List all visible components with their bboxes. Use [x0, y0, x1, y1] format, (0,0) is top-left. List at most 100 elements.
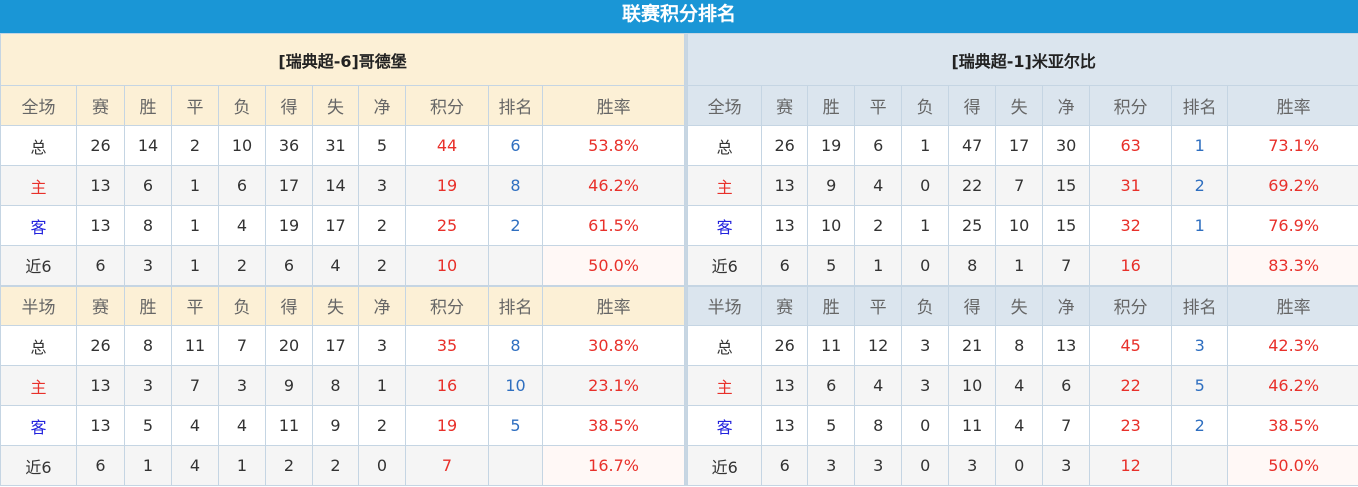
- header-points: 积分: [1089, 85, 1173, 126]
- table-row: 总 26 19 6 1 47 17 30 63 1 73.1%: [687, 125, 1358, 166]
- cell-win-rate: 46.2%: [541, 165, 686, 206]
- team-table-away: [瑞典超-1]米亚尔比 全场赛胜平负得失净积分 排名 胜率总 26 19 6 1 47 17 30 6…: [687, 33, 1358, 486]
- cell-win-rate: 69.2%: [1227, 165, 1358, 206]
- cell-draw: 1: [171, 245, 219, 286]
- cell-draw: 8: [854, 405, 903, 446]
- header-played: 赛: [76, 284, 125, 326]
- cell-goals-for: 19: [265, 205, 313, 246]
- cell-goal-diff: 0: [358, 445, 406, 486]
- cell-points: 32: [1089, 205, 1173, 246]
- cell-win-rate: 38.5%: [1227, 405, 1358, 446]
- cell-loss: 1: [901, 125, 950, 166]
- cell-win: 3: [124, 365, 172, 406]
- cell-loss: 6: [218, 165, 266, 206]
- cell-type: 近6: [0, 445, 77, 486]
- cell-win-rate: 42.3%: [1227, 325, 1358, 366]
- cell-rank: 1: [1171, 125, 1229, 166]
- cell-rank: 5: [1171, 365, 1229, 406]
- cell-win: 3: [807, 445, 856, 486]
- cell-loss: 4: [218, 405, 266, 446]
- cell-win-rate: 61.5%: [541, 205, 686, 246]
- cell-points: 7: [405, 445, 489, 486]
- cell-draw: 1: [171, 205, 219, 246]
- cell-goals-for: 17: [265, 165, 313, 206]
- table-row: 客 13 10 2 1 25 10 15 32 1 76.9%: [687, 205, 1358, 246]
- cell-win-rate: 73.1%: [1227, 125, 1358, 166]
- header-draw: 平: [171, 85, 219, 126]
- header-rank: 排名: [488, 85, 543, 126]
- table-row: 近6 6 3 3 0 3 0 3 12 50.0%: [687, 445, 1358, 486]
- cell-points: 12: [1089, 445, 1173, 486]
- cell-loss: 1: [901, 205, 950, 246]
- cell-win-rate: 50.0%: [541, 245, 686, 286]
- cell-played: 26: [761, 325, 809, 366]
- cell-rank: [488, 445, 543, 486]
- cell-type: 客: [687, 405, 763, 446]
- cell-draw: 6: [854, 125, 903, 166]
- cell-win: 5: [124, 405, 172, 446]
- cell-goals-against: 7: [995, 165, 1044, 206]
- cell-type: 客: [0, 405, 77, 446]
- table-row: 总 26 14 2 10 36 31 5 44 6 53.8%: [0, 125, 686, 166]
- cell-rank: 10: [488, 365, 543, 406]
- cell-type: 总: [687, 125, 763, 166]
- cell-win-rate: 23.1%: [541, 365, 686, 406]
- cell-goal-diff: 1: [358, 365, 406, 406]
- cell-played: 13: [76, 405, 125, 446]
- header-loss: 负: [901, 284, 950, 326]
- cell-points: 44: [405, 125, 489, 166]
- cell-win: 19: [807, 125, 856, 166]
- cell-goals-against: 17: [995, 125, 1044, 166]
- cell-played: 13: [761, 165, 809, 206]
- cell-draw: 1: [854, 245, 903, 286]
- cell-goals-for: 6: [265, 245, 313, 286]
- cell-loss: 4: [218, 205, 266, 246]
- cell-played: 26: [76, 125, 125, 166]
- header-type: 全场: [687, 85, 763, 126]
- header-draw: 平: [854, 284, 903, 326]
- cell-draw: 2: [854, 205, 903, 246]
- cell-type: 近6: [687, 445, 763, 486]
- cell-goals-for: 21: [948, 325, 997, 366]
- header-rank: 排名: [1171, 85, 1229, 126]
- header-goal-diff: 净: [358, 284, 406, 326]
- cell-win: 5: [807, 405, 856, 446]
- cell-points: 31: [1089, 165, 1173, 206]
- header-goal-diff: 净: [1042, 85, 1091, 126]
- cell-draw: 12: [854, 325, 903, 366]
- table-row: 主 13 9 4 0 22 7 15 31 2 69.2%: [687, 165, 1358, 206]
- half-header-row: 半场赛胜平负得失净积分 排名 胜率: [687, 284, 1358, 326]
- cell-rank: 2: [1171, 405, 1229, 446]
- header-win-rate: 胜率: [541, 284, 686, 326]
- cell-goals-against: 8: [995, 325, 1044, 366]
- cell-goals-for: 11: [948, 405, 997, 446]
- cell-loss: 3: [901, 325, 950, 366]
- header-win-rate: 胜率: [1227, 85, 1358, 126]
- cell-goals-against: 10: [995, 205, 1044, 246]
- header-win: 胜: [807, 85, 856, 126]
- cell-goals-for: 36: [265, 125, 313, 166]
- standings-container: [瑞典超-6]哥德堡 全场赛胜平负得失净积分 排名 胜率总 26 14 2 10 36 31 5 44…: [0, 33, 1358, 486]
- table-row: 客 13 8 1 4 19 17 2 25 2 61.5%: [0, 205, 686, 246]
- cell-played: 6: [761, 445, 809, 486]
- cell-played: 6: [761, 245, 809, 286]
- header-type: 半场: [0, 284, 77, 326]
- cell-loss: 7: [218, 325, 266, 366]
- table-row: 客 13 5 4 4 11 9 2 19 5 38.5%: [0, 405, 686, 446]
- cell-type: 主: [0, 165, 77, 206]
- cell-type: 近6: [0, 245, 77, 286]
- cell-goals-against: 4: [995, 365, 1044, 406]
- cell-goal-diff: 2: [358, 245, 406, 286]
- cell-rank: 6: [488, 125, 543, 166]
- cell-goal-diff: 3: [358, 165, 406, 206]
- cell-draw: 7: [171, 365, 219, 406]
- header-goals-for: 得: [948, 85, 997, 126]
- table-row: 主 13 6 1 6 17 14 3 19 8 46.2%: [0, 165, 686, 206]
- header-loss: 负: [901, 85, 950, 126]
- cell-win-rate: 16.7%: [541, 445, 686, 486]
- team-name-row: [瑞典超-6]哥德堡: [0, 33, 686, 86]
- header-played: 赛: [761, 284, 809, 326]
- header-win-rate: 胜率: [1227, 284, 1358, 326]
- cell-type: 总: [0, 125, 77, 166]
- table-row: 客 13 5 8 0 11 4 7 23 2 38.5%: [687, 405, 1358, 446]
